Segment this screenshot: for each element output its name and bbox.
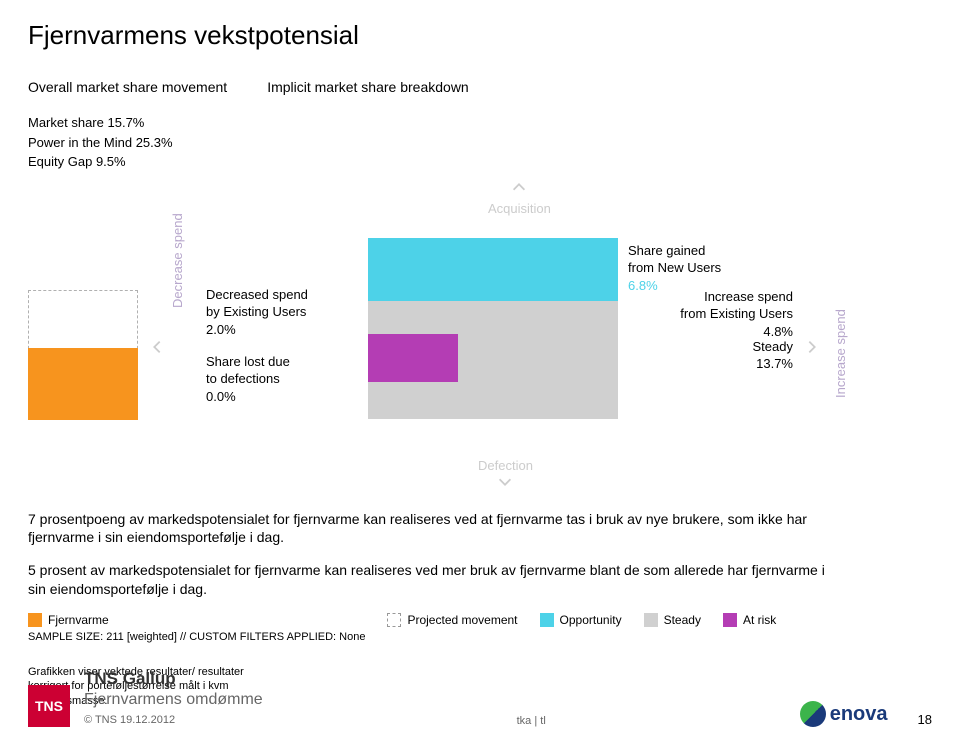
- swatch-atrisk: [723, 613, 737, 627]
- at-risk-bar: [368, 334, 458, 382]
- share-lost-label: Share lost dueto defections0.0%: [206, 353, 290, 406]
- chevron-down-icon: [496, 473, 514, 491]
- axis-acquisition: Acquisition: [488, 201, 551, 216]
- swatch-steady: [644, 613, 658, 627]
- stats-block: Market share 15.7% Power in the Mind 25.…: [28, 113, 932, 172]
- axis-decrease: Decrease spend: [170, 213, 185, 308]
- share-gained-label: Share gainedfrom New Users6.8%: [628, 242, 721, 295]
- chevron-left-icon: [148, 338, 166, 356]
- chevron-up-icon: [510, 178, 528, 196]
- swatch-projected: [387, 613, 401, 627]
- footer-subtitle: Fjernvarmens omdømme: [84, 690, 263, 711]
- footer-author: tka | tl: [517, 715, 546, 727]
- enova-icon: [800, 701, 826, 727]
- axis-increase: Increase spend: [833, 309, 848, 398]
- fjernvarme-bar: [28, 348, 138, 420]
- page-number: 18: [918, 712, 932, 727]
- chart-area: Acquisition Decrease spend Decreased spe…: [28, 178, 932, 488]
- increase-spend-label: Increase spendfrom Existing Users4.8%: [628, 288, 793, 341]
- paragraph-1: 7 prosentpoeng av markedspotensialet for…: [28, 510, 838, 548]
- sample-size: SAMPLE SIZE: 211 [weighted] // CUSTOM FI…: [28, 631, 365, 643]
- copyright: © TNS 19.12.2012: [84, 713, 263, 727]
- opportunity-bar: [368, 238, 618, 301]
- footer: TNS TNS Gallup Fjernvarmens omdømme © TN…: [0, 668, 960, 727]
- tns-logo: TNS: [28, 685, 70, 727]
- swatch-opportunity: [540, 613, 554, 627]
- swatch-fjernvarme: [28, 613, 42, 627]
- steady-label: Steady13.7%: [628, 338, 793, 373]
- enova-logo: enova: [800, 701, 888, 727]
- axis-defection: Defection: [478, 458, 533, 473]
- paragraph-2: 5 prosent av markedspotensialet for fjer…: [28, 561, 838, 599]
- page-title: Fjernvarmens vekstpotensial: [28, 20, 932, 51]
- chevron-right-icon: [803, 338, 821, 356]
- tns-gallup: TNS Gallup: [84, 668, 263, 690]
- section-right: Implicit market share breakdown: [267, 79, 469, 95]
- section-left: Overall market share movement: [28, 79, 227, 95]
- decreased-spend-label: Decreased spendby Existing Users2.0%: [206, 286, 308, 339]
